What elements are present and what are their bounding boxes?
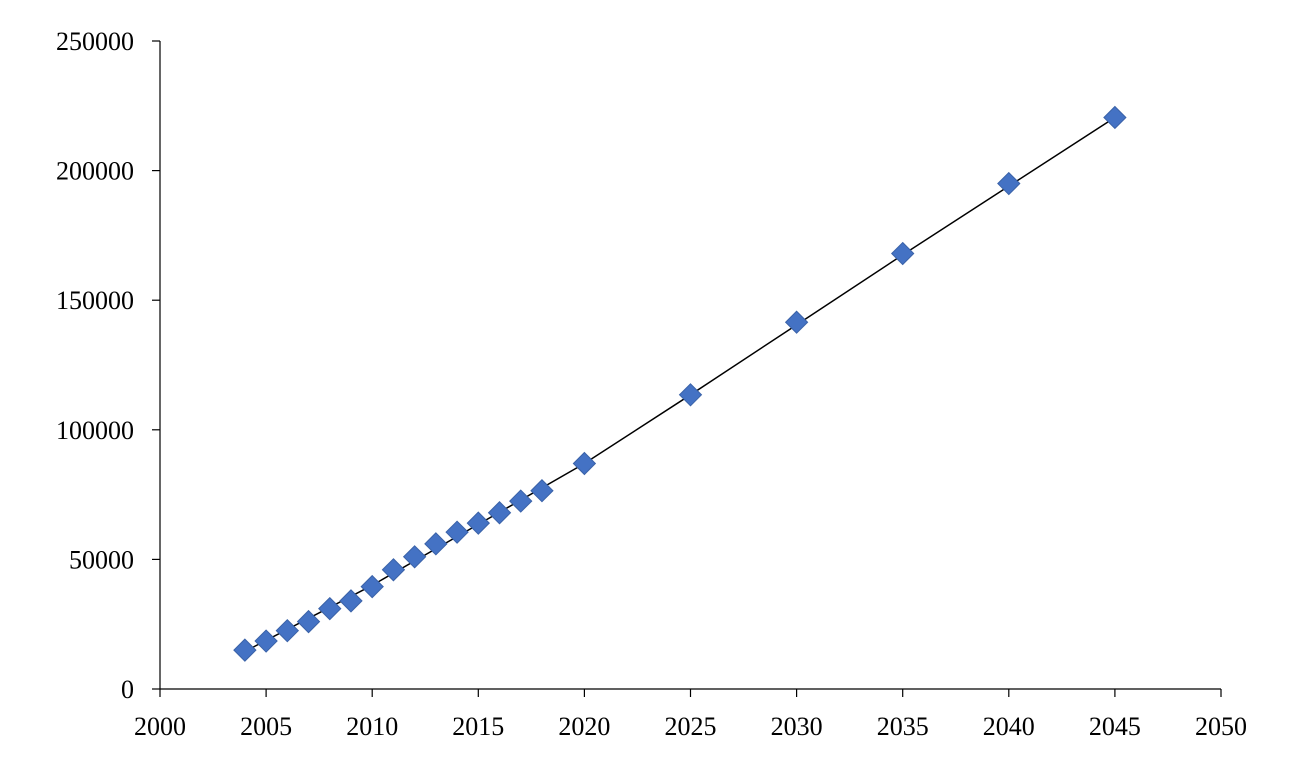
data-point-marker bbox=[784, 310, 809, 334]
x-tick-label: 2020 bbox=[558, 712, 610, 741]
y-tick-label: 100000 bbox=[56, 416, 134, 445]
y-tick-label: 200000 bbox=[56, 157, 134, 186]
x-tick-label: 2015 bbox=[452, 712, 504, 741]
x-tick-label: 2050 bbox=[1195, 712, 1247, 741]
x-tick-label: 2010 bbox=[346, 712, 398, 741]
data-point-marker bbox=[509, 489, 533, 513]
data-point-marker bbox=[1103, 105, 1127, 130]
y-tick-label: 50000 bbox=[69, 545, 134, 574]
data-point-marker bbox=[233, 638, 257, 662]
y-tick-label: 250000 bbox=[56, 27, 134, 56]
x-tick-label: 2005 bbox=[240, 712, 292, 741]
x-tick-label: 2035 bbox=[877, 712, 929, 741]
x-tick-label: 2025 bbox=[665, 712, 717, 741]
data-point-marker bbox=[339, 589, 363, 613]
x-tick-label: 2000 bbox=[134, 712, 186, 741]
data-point-marker bbox=[572, 451, 597, 476]
data-point-marker bbox=[275, 618, 300, 643]
data-point-marker bbox=[402, 545, 427, 569]
data-point-marker bbox=[254, 629, 278, 653]
trendline-group bbox=[244, 116, 1116, 653]
data-point-marker bbox=[997, 171, 1021, 196]
data-point-marker bbox=[890, 241, 915, 266]
data-point-marker bbox=[318, 596, 342, 621]
data-point-marker bbox=[466, 511, 491, 535]
y-tick-label: 0 bbox=[121, 675, 134, 704]
data-point-marker bbox=[487, 501, 512, 525]
data-point-marker bbox=[296, 609, 321, 634]
data-point-marker bbox=[530, 479, 554, 503]
trendline bbox=[244, 116, 1116, 653]
x-tick-label: 2040 bbox=[983, 712, 1035, 741]
data-point-marker bbox=[445, 520, 469, 544]
markers-group bbox=[233, 105, 1127, 662]
data-point-marker bbox=[678, 383, 703, 407]
y-tick-label: 150000 bbox=[56, 286, 134, 315]
data-point-marker bbox=[424, 532, 448, 556]
x-tick-label: 2045 bbox=[1089, 712, 1141, 741]
data-point-marker bbox=[360, 574, 384, 599]
axes: 0 50000 100000 150000 200000 250000 2000 2005 20… bbox=[56, 27, 1247, 741]
data-point-marker bbox=[381, 558, 406, 582]
x-tick-label: 2030 bbox=[771, 712, 823, 741]
